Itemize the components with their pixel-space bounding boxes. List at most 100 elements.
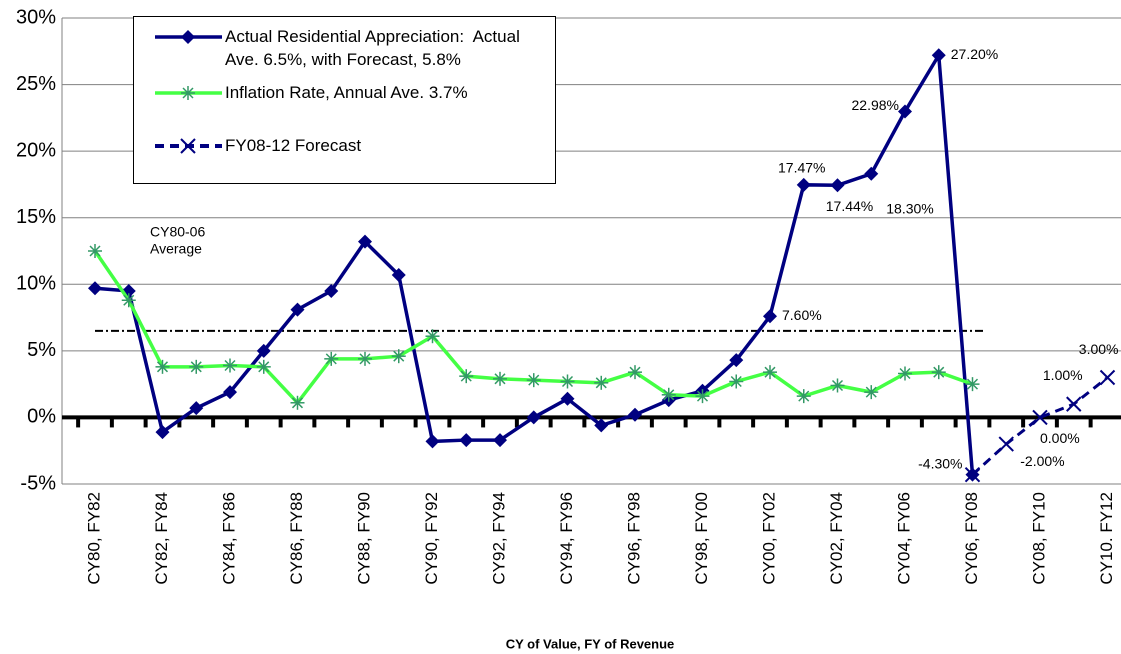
x-tick-label: CY10. FY12 bbox=[1097, 492, 1116, 585]
point bbox=[931, 48, 946, 63]
asterisk-stroke bbox=[426, 330, 439, 342]
point bbox=[796, 389, 811, 404]
point bbox=[391, 267, 406, 282]
point bbox=[358, 351, 372, 366]
x-tick-label: CY98, FY00 bbox=[692, 492, 711, 585]
data-label: -4.30% bbox=[918, 455, 962, 471]
point bbox=[560, 374, 575, 389]
x-stroke bbox=[1032, 409, 1048, 426]
asterisk-stroke bbox=[899, 367, 911, 380]
point bbox=[628, 407, 642, 422]
data-label: 3.00% bbox=[1079, 341, 1119, 357]
point bbox=[1032, 409, 1048, 426]
diamond bbox=[155, 425, 170, 440]
asterisk-stroke bbox=[561, 375, 574, 388]
point bbox=[425, 434, 440, 449]
x-tick-label: CY90, FY92 bbox=[422, 492, 441, 585]
data-label: 22.98% bbox=[852, 97, 899, 113]
diamond bbox=[189, 401, 204, 416]
point bbox=[830, 178, 845, 193]
x-axis-title: CY of Value, FY of Revenue bbox=[506, 636, 675, 651]
diamond bbox=[526, 410, 541, 425]
series-line bbox=[971, 376, 1109, 476]
point bbox=[459, 369, 474, 384]
asterisk-stroke bbox=[933, 366, 945, 378]
point bbox=[223, 385, 237, 400]
diamond bbox=[628, 407, 642, 422]
asterisk-stroke bbox=[831, 379, 844, 392]
diamond bbox=[459, 433, 474, 448]
x-tick-label: CY04, FY06 bbox=[894, 492, 913, 585]
data-label: 0.00% bbox=[1040, 430, 1080, 446]
asterisk-stroke bbox=[190, 361, 202, 373]
point bbox=[729, 374, 744, 389]
point bbox=[155, 359, 170, 374]
point bbox=[290, 395, 305, 410]
point bbox=[223, 358, 237, 373]
point bbox=[256, 359, 271, 374]
diamond bbox=[425, 434, 440, 449]
diamond bbox=[830, 178, 845, 193]
point bbox=[594, 418, 609, 433]
asterisk-stroke bbox=[156, 361, 169, 373]
point bbox=[459, 433, 474, 448]
point bbox=[324, 283, 339, 298]
x-tick-label: CY82, FY84 bbox=[152, 492, 171, 585]
diamond bbox=[290, 302, 305, 317]
diamond bbox=[763, 309, 777, 324]
point bbox=[425, 329, 440, 344]
diamond bbox=[560, 391, 575, 406]
asterisk-stroke bbox=[224, 359, 236, 372]
asterisk-stroke bbox=[123, 294, 135, 306]
y-tick-label: 20% bbox=[16, 139, 56, 161]
diamond bbox=[594, 418, 609, 433]
point bbox=[628, 365, 642, 380]
average-label: CY80-06 bbox=[150, 224, 205, 240]
y-tick-label: 5% bbox=[27, 339, 56, 361]
data-label: 1.00% bbox=[1043, 367, 1083, 383]
point bbox=[864, 385, 879, 400]
y-tick-label: -5% bbox=[20, 472, 56, 494]
data-label: 7.60% bbox=[782, 307, 822, 323]
legend-marker bbox=[181, 30, 195, 44]
point bbox=[763, 309, 777, 324]
legend-box bbox=[133, 16, 556, 184]
y-tick-label: 25% bbox=[16, 73, 56, 95]
point bbox=[898, 104, 912, 119]
asterisk-stroke bbox=[865, 386, 877, 398]
asterisk-stroke bbox=[629, 366, 641, 378]
point bbox=[526, 373, 541, 388]
point bbox=[560, 391, 575, 406]
asterisk-stroke bbox=[182, 87, 194, 99]
point bbox=[864, 166, 879, 181]
point bbox=[796, 177, 811, 192]
point bbox=[493, 433, 507, 448]
x-tick-label: CY88, FY90 bbox=[354, 492, 373, 585]
data-label: -2.00% bbox=[1020, 453, 1064, 469]
asterisk-stroke bbox=[494, 373, 506, 385]
asterisk-stroke bbox=[798, 390, 810, 402]
asterisk-stroke bbox=[460, 370, 472, 382]
x-stroke bbox=[180, 138, 196, 154]
point bbox=[830, 378, 845, 393]
average-label: Average bbox=[150, 241, 202, 257]
legend-label: FY08-12 Forecast bbox=[225, 136, 362, 155]
point bbox=[121, 293, 136, 308]
x-tick-label: CY80, FY82 bbox=[84, 492, 103, 585]
point bbox=[88, 281, 102, 296]
diamond bbox=[729, 353, 744, 368]
asterisk-stroke bbox=[393, 350, 405, 362]
diamond bbox=[493, 433, 507, 448]
asterisk-stroke bbox=[966, 378, 979, 390]
point bbox=[1099, 369, 1116, 386]
diamond bbox=[181, 30, 195, 44]
point bbox=[290, 302, 305, 317]
point bbox=[763, 365, 777, 380]
point bbox=[391, 349, 406, 364]
diamond bbox=[358, 234, 372, 249]
x-tick-label: CY84, FY86 bbox=[219, 492, 238, 585]
x-tick-label: CY00, FY02 bbox=[759, 492, 778, 585]
diamond bbox=[391, 267, 406, 282]
